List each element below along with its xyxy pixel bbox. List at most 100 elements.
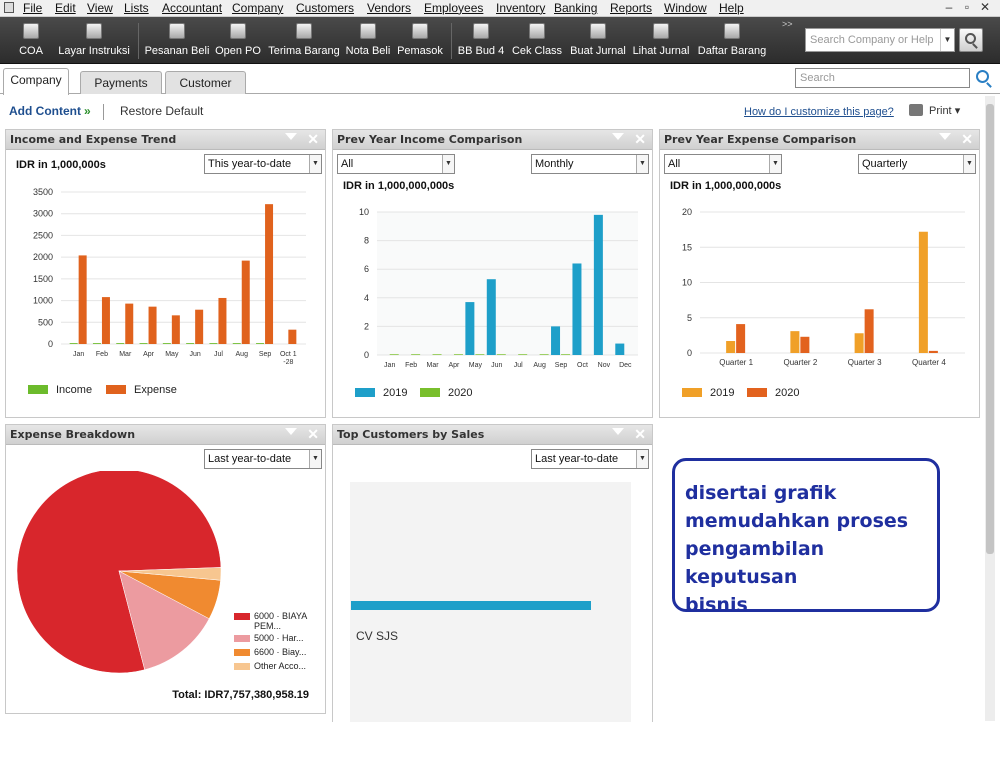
app-menu-icon[interactable] [4, 2, 14, 13]
menu-view[interactable]: View [87, 1, 113, 15]
toolbar-coa[interactable]: COA [12, 17, 50, 64]
account-select[interactable]: All ▼ [664, 154, 782, 174]
toolbar-terima-barang[interactable]: Terima Barang [266, 17, 342, 64]
chevron-down-icon: ▼ [309, 450, 321, 468]
menu-company[interactable]: Company [232, 1, 284, 15]
printer-icon [909, 104, 923, 116]
toolbar-more-icon[interactable]: >> [782, 19, 793, 29]
bar [561, 354, 571, 355]
bar [209, 343, 218, 344]
menu-edit[interactable]: Edit [55, 1, 76, 15]
menu-lists[interactable]: Lists [124, 1, 149, 15]
panel-header: Prev Year Income Comparison ✕ [333, 130, 652, 150]
company-help-search-input[interactable]: Search Company or Help ▼ [805, 28, 955, 52]
toolbar-cek-class[interactable]: Cek Class [510, 17, 564, 64]
print-button[interactable]: Print ▾ [909, 104, 960, 117]
menu-inventory[interactable]: Inventory [496, 1, 546, 15]
bar [864, 309, 874, 353]
tab-company[interactable]: Company [3, 68, 69, 95]
toolbar-bb-bud-4[interactable]: BB Bud 4 [456, 17, 506, 64]
customize-help-link[interactable]: How do I customize this page? [744, 106, 894, 118]
interval-select[interactable]: Monthly ▼ [531, 154, 649, 174]
y-tick-label: 8 [364, 236, 369, 246]
account-select[interactable]: All ▼ [337, 154, 455, 174]
chevron-down-icon[interactable]: ▼ [940, 29, 954, 51]
toolbar-daftar-barang[interactable]: Daftar Barang [694, 17, 770, 64]
menu-help[interactable]: Help [719, 1, 744, 15]
minimize-icon[interactable]: – [945, 0, 953, 14]
menu-vendors[interactable]: Vendors [367, 1, 412, 15]
panel-menu-icon[interactable] [285, 133, 297, 140]
bar [195, 309, 204, 344]
toolbar-pesanan-beli[interactable]: Pesanan Beli [142, 17, 212, 64]
menu-file[interactable]: File [23, 1, 43, 15]
search-button[interactable] [959, 28, 983, 52]
bar [800, 336, 810, 353]
tab-payments[interactable]: Payments [80, 71, 162, 94]
legend-2019: 2019 [355, 387, 407, 399]
menu-employees[interactable]: Employees [424, 1, 484, 15]
y-tick-label: 1500 [33, 274, 53, 284]
menu-accountant[interactable]: Accountant [162, 1, 223, 15]
panel-close-icon[interactable]: ✕ [634, 426, 646, 442]
interval-select[interactable]: Quarterly ▼ [858, 154, 976, 174]
bar [78, 255, 87, 344]
menu-customers[interactable]: Customers [296, 1, 355, 15]
panel-menu-icon[interactable] [939, 133, 951, 140]
menu-reports[interactable]: Reports [610, 1, 653, 15]
pie-slice [118, 570, 210, 671]
bar [572, 263, 582, 355]
bar [389, 354, 399, 355]
toolbar-lihat-jurnal[interactable]: Lihat Jurnal [631, 17, 691, 64]
panel-close-icon[interactable]: ✕ [634, 131, 646, 147]
panel-menu-icon[interactable] [612, 428, 624, 435]
annotation-line: disertai grafik [685, 482, 837, 504]
bar [539, 354, 549, 355]
menu-window[interactable]: Window [664, 1, 707, 15]
period-select[interactable]: This year-to-date ▼ [204, 154, 322, 174]
panel-close-icon[interactable]: ✕ [961, 131, 973, 147]
close-icon[interactable]: ✕ [979, 0, 991, 14]
panel-header: Prev Year Expense Comparison ✕ [660, 130, 979, 150]
legend-expense: Expense [106, 384, 177, 396]
toolbar-nota-beli[interactable]: Nota Beli [344, 17, 392, 64]
panel-menu-icon[interactable] [285, 428, 297, 435]
restore-icon[interactable]: ▫ [964, 0, 970, 14]
panel-menu-icon[interactable] [612, 133, 624, 140]
search-icon[interactable] [973, 68, 995, 90]
x-tick-label: Aug [236, 351, 249, 358]
period-select[interactable]: Last year-to-date ▼ [204, 449, 322, 469]
toolbar-separator [138, 23, 139, 59]
toolbar-open-po[interactable]: Open PO [214, 17, 262, 64]
legend-swatch [234, 635, 250, 642]
icon-toolbar: COA Layar Instruksi Pesanan Beli Open PO… [0, 17, 1000, 64]
customer-bar[interactable] [351, 601, 591, 610]
scrollbar-thumb[interactable] [986, 104, 994, 554]
bar [854, 333, 864, 353]
x-tick-label: Oct [577, 362, 588, 369]
tab-customer[interactable]: Customer [165, 71, 246, 94]
annotation-line: pengambilan keputusan [685, 538, 825, 588]
toolbar-buat-jurnal[interactable]: Buat Jurnal [567, 17, 629, 64]
toolbar-pemasok[interactable]: Pemasok [395, 17, 445, 64]
menu-banking[interactable]: Banking [554, 1, 598, 15]
bar [125, 303, 134, 344]
period-select[interactable]: Last year-to-date ▼ [531, 449, 649, 469]
x-tick-label: Jan [384, 362, 395, 369]
x-tick-label: Jul [214, 351, 223, 358]
legend-income: Income [28, 384, 92, 396]
x-tick-label: Quarter 4 [912, 358, 946, 367]
toolbar-layar-instruksi[interactable]: Layar Instruksi [54, 17, 134, 64]
search-input[interactable]: Search [795, 68, 970, 88]
legend-swatch [355, 388, 375, 397]
y-tick-label: 0 [364, 350, 369, 360]
restore-default-link[interactable]: Restore Default [120, 104, 204, 118]
chevron-down-icon: ▼ [442, 155, 454, 173]
add-content-link[interactable]: Add Content» [9, 104, 91, 118]
bar [465, 302, 475, 355]
panel-close-icon[interactable]: ✕ [307, 426, 319, 442]
annotation-line: memudahkan proses [685, 510, 909, 532]
panel-close-icon[interactable]: ✕ [307, 131, 319, 147]
vertical-scrollbar[interactable] [985, 96, 995, 721]
panel-title: Expense Breakdown [10, 428, 136, 441]
